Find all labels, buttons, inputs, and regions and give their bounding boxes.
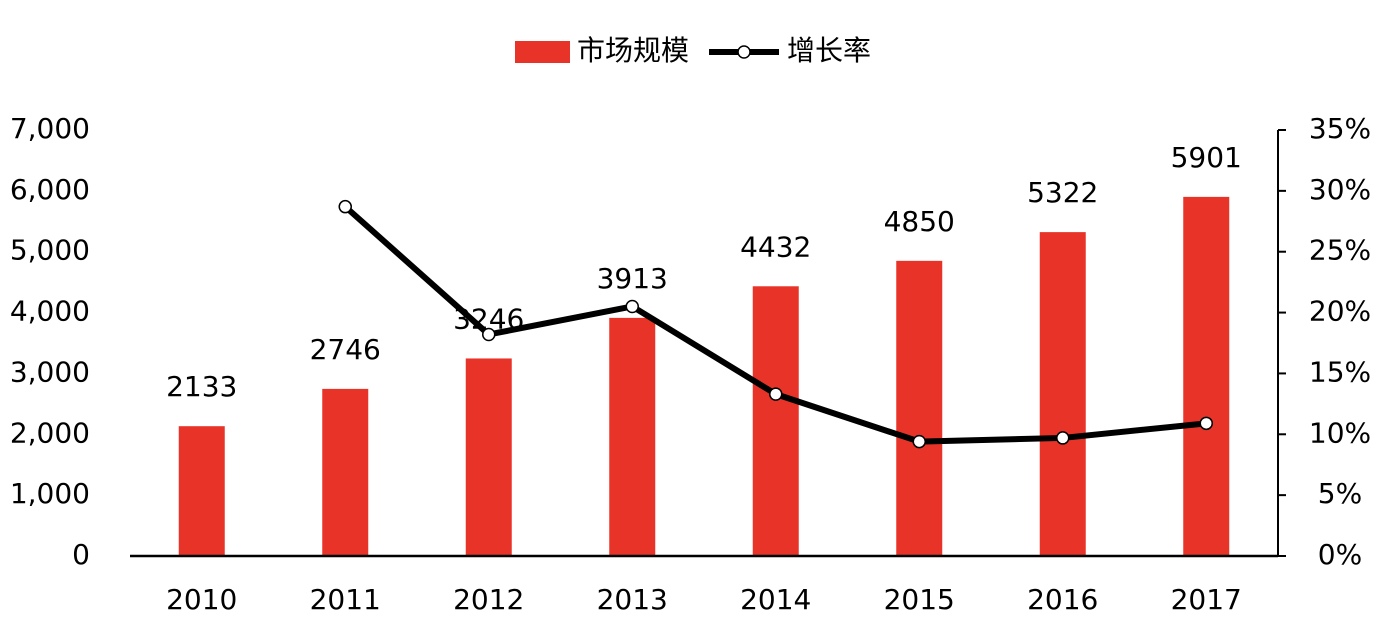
bar bbox=[896, 260, 943, 556]
data-label: 2746 bbox=[310, 333, 381, 366]
data-label: 2133 bbox=[166, 370, 237, 403]
y-tick-label: 7,000 bbox=[10, 112, 90, 145]
legend-label: 增长率 bbox=[787, 34, 871, 67]
bar bbox=[322, 388, 369, 556]
x-tick-label: 2015 bbox=[884, 583, 955, 616]
line-marker bbox=[625, 299, 639, 314]
line-marker bbox=[482, 327, 496, 342]
line-marker bbox=[912, 434, 926, 449]
x-tick-label: 2014 bbox=[740, 583, 811, 616]
y2-tick-label: 10% bbox=[1309, 416, 1371, 449]
bar bbox=[1039, 232, 1086, 556]
y-tick-label: 2,000 bbox=[10, 416, 90, 449]
y-tick-label: 0 bbox=[72, 538, 90, 571]
bar bbox=[178, 426, 225, 556]
y2-tick-label: 20% bbox=[1309, 295, 1371, 328]
data-label: 5901 bbox=[1171, 141, 1242, 174]
bar bbox=[465, 358, 512, 556]
y-tick-label: 3,000 bbox=[10, 355, 90, 388]
data-label: 3913 bbox=[597, 262, 668, 295]
y-tick-label: 6,000 bbox=[10, 173, 90, 206]
x-tick-label: 2017 bbox=[1171, 583, 1242, 616]
bar bbox=[752, 286, 799, 556]
line-marker bbox=[1056, 431, 1070, 445]
y2-tick-label: 30% bbox=[1309, 173, 1371, 206]
y2-tick-label: 15% bbox=[1309, 355, 1371, 388]
legend-label: 市场规模 bbox=[577, 34, 689, 67]
y-tick-label: 1,000 bbox=[10, 477, 90, 510]
data-label: 5322 bbox=[1027, 176, 1098, 209]
line-marker bbox=[1199, 416, 1213, 431]
legend-marker bbox=[737, 45, 751, 59]
data-label: 4850 bbox=[884, 205, 955, 238]
y2-tick-label: 25% bbox=[1309, 234, 1371, 267]
x-tick-label: 2011 bbox=[310, 583, 381, 616]
x-tick-label: 2010 bbox=[166, 583, 237, 616]
x-tick-label: 2012 bbox=[453, 583, 524, 616]
y-tick-label: 4,000 bbox=[10, 295, 90, 328]
x-tick-label: 2016 bbox=[1027, 583, 1098, 616]
y2-tick-label: 5% bbox=[1318, 477, 1362, 510]
y2-tick-label: 0% bbox=[1318, 538, 1362, 571]
x-tick-label: 2013 bbox=[597, 583, 668, 616]
line-marker bbox=[338, 199, 352, 214]
bar bbox=[609, 317, 656, 556]
line-marker bbox=[769, 387, 783, 401]
legend-swatch bbox=[515, 41, 570, 63]
y2-tick-label: 35% bbox=[1309, 112, 1371, 145]
y-tick-label: 5,000 bbox=[10, 234, 90, 267]
bar bbox=[1183, 196, 1230, 556]
data-label: 4432 bbox=[740, 230, 811, 263]
